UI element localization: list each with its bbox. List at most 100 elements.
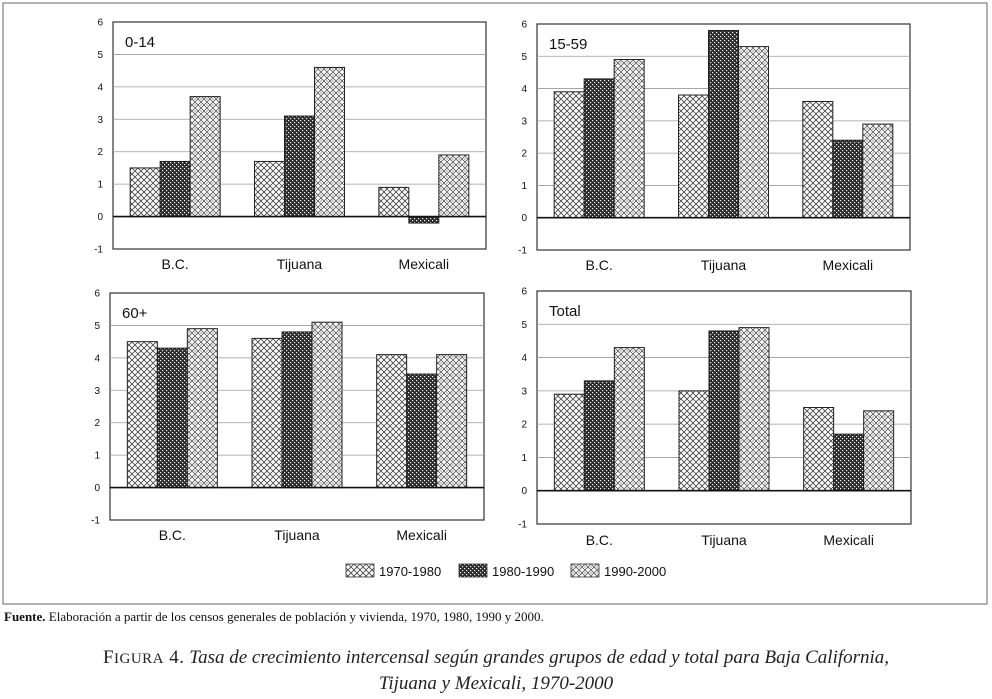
bar-1990-2000-Mexicali [438, 154, 470, 218]
bar-1980-1990-Tijuana [708, 29, 739, 219]
y-tick-label: 5 [97, 50, 103, 61]
chart-panel-4: -1 0 1 2 3 4 5 6 B.C. Tijuana Mexicali Total [518, 287, 912, 548]
bar-1980-1990-B.C. [583, 380, 615, 492]
figure-caption-line-2: Tijuana y Mexicali, 1970-2000 [0, 673, 992, 695]
y-tick-label: 6 [94, 289, 100, 300]
bar-1990-2000-Tijuana [738, 327, 770, 492]
bar-1990-2000-Mexicali [436, 354, 468, 489]
bar-1980-1990-B.C. [159, 160, 191, 218]
bar-1970-1980-B.C. [553, 393, 585, 492]
legend-swatch [458, 563, 488, 578]
y-tick-label: 2 [97, 147, 103, 158]
y-tick-label: 0 [521, 486, 527, 497]
y-tick-label: 1 [97, 180, 103, 191]
y-tick-label: 2 [521, 420, 527, 431]
bar-1980-1990-B.C. [583, 78, 615, 219]
legend-label: 1970-1980 [379, 564, 441, 579]
panel-title: 15-59 [549, 36, 587, 53]
y-tick-label: -1 [518, 520, 527, 531]
y-tick-label: 4 [521, 84, 527, 95]
legend: 1970-1980 1980-1990 1990-2000 [345, 563, 666, 579]
figure-label-initial: F [102, 647, 115, 668]
legend-swatch [345, 563, 375, 578]
outer-frame [2, 2, 988, 605]
caption-text-1: Tasa de crecimiento intercensal según gr… [189, 647, 890, 668]
figure-caption-line-1: FIGURA 4. Tasa de crecimiento intercensa… [0, 647, 992, 669]
y-tick-label: 6 [521, 20, 527, 31]
legend-item-1: 1970-1980 [345, 563, 441, 579]
charts-layer: -1 0 1 2 3 4 5 6 B.C. Tijuana Mexicali 0 -1 4 -1 0 1 2 3 4 5… [91, 18, 912, 548]
bar-1970-1980-Tijuana [254, 160, 285, 218]
legend-swatch [570, 563, 600, 578]
caption-text-2: Tijuana y Mexicali, 1970-2000 [378, 673, 614, 694]
y-tick-label: 1 [521, 181, 527, 192]
bar-1990-2000-B.C. [186, 328, 218, 489]
category-label: B.C. [162, 256, 189, 272]
bar-1970-1980-Mexicali [803, 407, 835, 492]
y-tick-label: 3 [97, 115, 103, 126]
chart-panel-1: -1 0 1 2 3 4 5 6 B.C. Tijuana Mexicali 0-14 [94, 18, 487, 272]
y-tick-label: 3 [521, 116, 527, 127]
bar-1990-2000-B.C. [189, 96, 221, 218]
y-tick-label: -1 [91, 516, 100, 527]
y-tick-label: 1 [94, 451, 100, 462]
y-tick-label: 0 [521, 213, 527, 224]
category-label: Mexicali [399, 256, 450, 272]
y-tick-label: -1 [94, 245, 103, 256]
y-tick-label: 5 [521, 52, 527, 63]
bar-1990-2000-Tijuana [314, 66, 345, 218]
y-tick-label: 5 [94, 321, 100, 332]
bar-1990-2000-Tijuana [311, 321, 343, 489]
bar-1980-1990-Mexicali [406, 373, 438, 489]
chart-panel-3: -1 0 1 2 3 4 5 6 B.C. Tijuana Mexicali 60+ [91, 289, 485, 543]
category-label: Tijuana [701, 257, 747, 273]
category-label: Mexicali [823, 532, 874, 548]
figure-label-rest: IGURA [114, 651, 165, 667]
category-label: B.C. [159, 527, 186, 543]
source-text: Elaboración a partir de los censos gener… [48, 609, 544, 624]
bar-1980-1990-Tijuana [708, 330, 740, 492]
y-tick-label: 5 [521, 320, 527, 331]
bar-1970-1980-Mexicali [378, 186, 410, 218]
category-label: Tijuana [274, 527, 320, 543]
bar-1970-1980-Tijuana [251, 337, 283, 489]
panel-title: 60+ [122, 305, 148, 322]
bar-1970-1980-B.C. [126, 341, 158, 489]
bar-1990-2000-Mexicali [863, 410, 895, 492]
figure-number: 4. [169, 647, 185, 668]
bar-1970-1980-Mexicali [802, 100, 834, 219]
y-tick-label: 0 [94, 483, 100, 494]
bar-1970-1980-Tijuana [678, 390, 710, 492]
y-tick-label: 4 [94, 353, 100, 364]
legend-item-3: 1990-2000 [570, 563, 666, 579]
y-tick-label: 2 [521, 149, 527, 160]
category-label: Tijuana [277, 256, 323, 272]
y-tick-label: 2 [94, 418, 100, 429]
bar-1980-1990-Mexicali [832, 139, 864, 219]
y-tick-label: 4 [521, 353, 527, 364]
category-label: Mexicali [396, 527, 447, 543]
y-tick-label: 0 [97, 212, 103, 223]
y-tick-label: 6 [521, 287, 527, 298]
legend-label: 1980-1990 [492, 564, 554, 579]
legend-item-2: 1980-1990 [458, 563, 554, 579]
bar-1970-1980-B.C. [129, 167, 161, 218]
category-label: B.C. [586, 532, 613, 548]
bar-1980-1990-Tijuana [281, 331, 313, 489]
y-tick-label: 3 [521, 386, 527, 397]
y-tick-label: 4 [97, 82, 103, 93]
bar-1980-1990-B.C. [156, 347, 188, 489]
bar-1990-2000-Tijuana [738, 46, 769, 219]
chart-panel-2: -1 0 1 2 3 4 5 6 B.C. Tijuana Mexicali 15-59 [518, 20, 911, 273]
figure-label: FIGURA 4. [103, 647, 185, 668]
category-label: Mexicali [823, 257, 874, 273]
bar-1970-1980-B.C. [553, 91, 585, 219]
bar-1990-2000-B.C. [613, 347, 645, 492]
category-label: Tijuana [701, 532, 747, 548]
source-note: Fuente. Elaboración a partir de los cens… [4, 609, 544, 625]
source-label: Fuente. [4, 609, 46, 624]
bar-1990-2000-B.C. [613, 59, 645, 219]
y-tick-label: 1 [521, 453, 527, 464]
y-tick-label: 3 [94, 386, 100, 397]
